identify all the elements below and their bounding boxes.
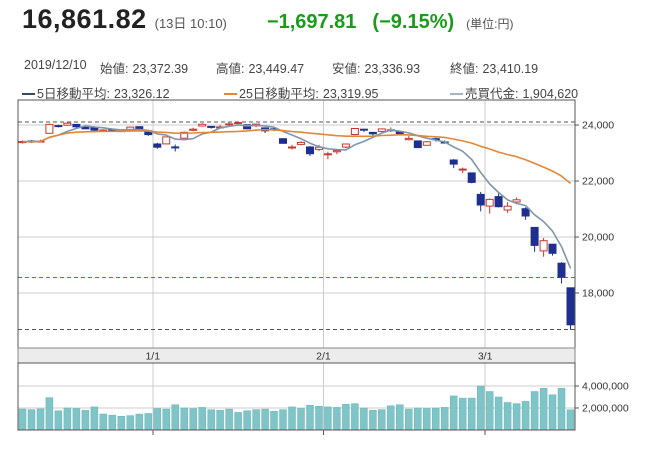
svg-text:18,000: 18,000 [582, 288, 614, 300]
legend-ma25: 25日移動平均: 23,319.95 [224, 83, 379, 102]
open-value: 始値: 23,372.39 [100, 62, 189, 76]
ma5-line-swatch [22, 93, 35, 95]
current-price: 16,861.82 [22, 4, 147, 34]
quote-date: 2019/12/10 [24, 58, 87, 72]
legend-ma5: 5日移動平均: 23,326.12 [22, 83, 170, 102]
unit-label: (単位:円) [466, 17, 514, 31]
price-change: −1,697.81 [266, 11, 357, 33]
ma25-line-swatch [224, 93, 237, 95]
high-value: 高値: 23,449.47 [216, 62, 305, 76]
svg-text:24,000: 24,000 [582, 120, 614, 132]
turnover-swatch [450, 93, 463, 95]
chart-legend: 5日移動平均: 23,326.12 25日移動平均: 23,319.95 売買代金:… [0, 83, 652, 102]
legend-turnover: 売買代金: 1,904,620 [450, 83, 578, 102]
ohlc-info-row: 2019/12/10 始値: 23,372.39 高値: 23,449.47 安値:… [0, 58, 652, 76]
svg-text:2/1: 2/1 [316, 351, 331, 363]
low-value: 安値: 23,336.93 [332, 62, 421, 76]
price-change-percent: (−9.15%) [372, 11, 455, 33]
svg-text:3/1: 3/1 [478, 351, 493, 363]
price-header: 16,861.82 (13日 10:10) −1,697.81 (−9.15%)… [22, 4, 513, 35]
svg-text:22,000: 22,000 [582, 176, 614, 188]
svg-text:4,000,000: 4,000,000 [582, 381, 629, 393]
svg-text:1/1: 1/1 [145, 351, 160, 363]
svg-text:2,000,000: 2,000,000 [582, 403, 629, 415]
close-value: 終値: 23,410.19 [450, 62, 539, 76]
svg-text:20,000: 20,000 [582, 232, 614, 244]
quote-timestamp: (13日 10:10) [154, 16, 227, 31]
